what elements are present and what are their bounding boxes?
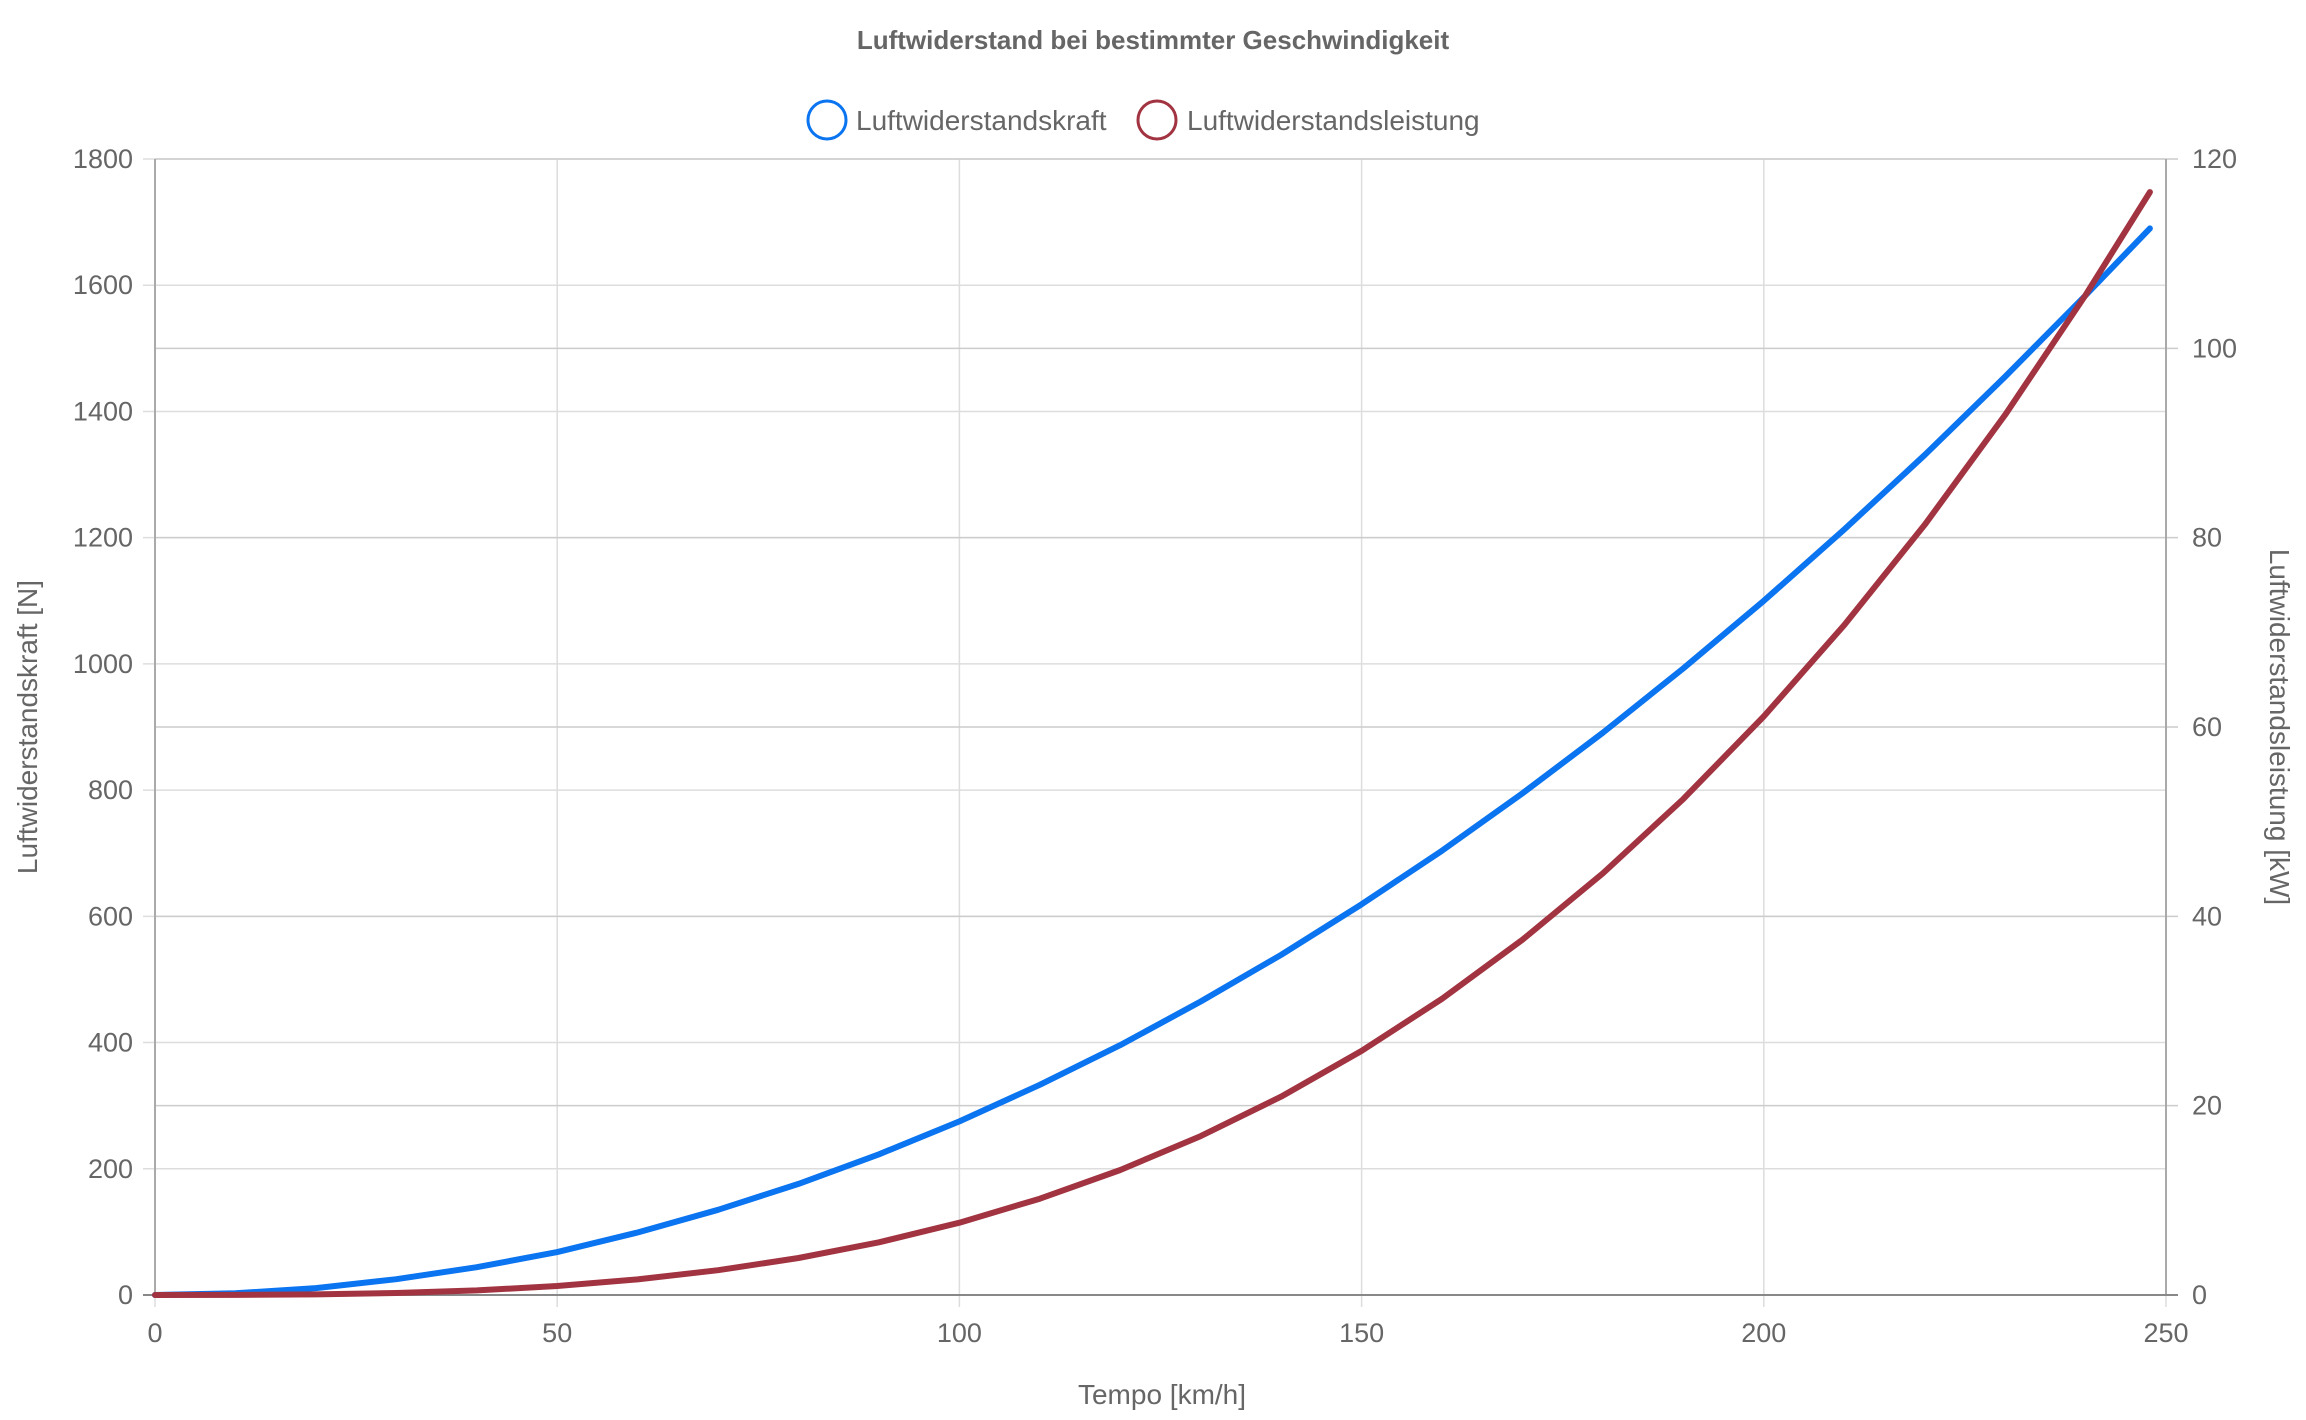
grid [143, 158, 2178, 1307]
series [152, 189, 2153, 1298]
y2-tick-label: 60 [2192, 712, 2222, 742]
x-tick-label: 0 [147, 1318, 162, 1348]
y2-axis-label: Luftwiderstandsleistung [kW] [2264, 549, 2295, 905]
series-line-force[interactable] [152, 225, 2153, 1298]
y-tick-label: 1000 [73, 649, 133, 679]
y-ticks: 0 200 400 600 800 1000 1200 1400 1600 1800 [73, 144, 133, 1310]
y2-tick-label: 120 [2192, 144, 2237, 174]
y-tick-label: 1800 [73, 144, 133, 174]
legend-item-force[interactable]: Luftwiderstandskraft [806, 99, 1107, 141]
y-tick-label: 800 [88, 775, 133, 805]
axes [143, 159, 2178, 1296]
x-tick-label: 250 [2143, 1318, 2188, 1348]
legend-label-power: Luftwiderstandsleistung [1187, 105, 1480, 136]
y-tick-label: 1200 [73, 523, 133, 553]
y-tick-label: 1400 [73, 396, 133, 426]
x-tick-label: 200 [1741, 1318, 1786, 1348]
y2-tick-label: 20 [2192, 1091, 2222, 1121]
legend-item-power[interactable]: Luftwiderstandsleistung [1136, 99, 1480, 141]
y2-ticks: 0 20 40 60 80 100 120 [2192, 144, 2237, 1310]
x-ticks: 0 50 100 150 200 250 [147, 1318, 2188, 1348]
chart-title: Luftwiderstand bei bestimmter Geschwindi… [857, 25, 1450, 55]
y-tick-label: 0 [118, 1280, 133, 1310]
y-tick-label: 1600 [73, 270, 133, 300]
y-tick-label: 200 [88, 1154, 133, 1184]
x-tick-label: 50 [542, 1318, 572, 1348]
y2-tick-label: 40 [2192, 901, 2222, 931]
y-tick-label: 400 [88, 1028, 133, 1058]
y2-tick-label: 100 [2192, 333, 2237, 363]
legend-marker-power [1136, 99, 1178, 141]
x-axis-label: Tempo [km/h] [1078, 1379, 1246, 1410]
y2-tick-label: 0 [2192, 1280, 2207, 1310]
y2-tick-label: 80 [2192, 523, 2222, 553]
y-tick-label: 600 [88, 901, 133, 931]
x-tick-label: 150 [1339, 1318, 1384, 1348]
legend-label-force: Luftwiderstandskraft [856, 105, 1107, 136]
y-axis-label: Luftwiderstandskraft [N] [12, 580, 43, 874]
legend-marker-force [806, 99, 848, 141]
x-tick-label: 100 [937, 1318, 982, 1348]
series-line-power[interactable] [152, 189, 2153, 1298]
legend: Luftwiderstandskraft Luftwiderstandsleis… [806, 99, 1480, 141]
